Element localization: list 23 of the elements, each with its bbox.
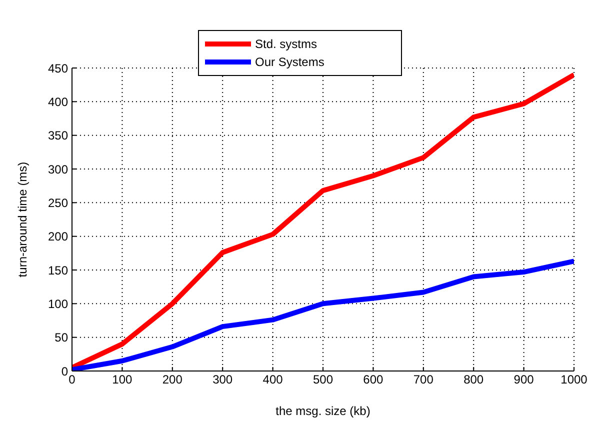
x-tick-label: 800: [464, 372, 484, 387]
legend-label: Our Systems: [255, 54, 324, 71]
y-tick-label: 50: [54, 330, 68, 345]
y-tick-label: 250: [48, 196, 68, 210]
x-tick-label: 500: [312, 372, 334, 387]
y-tick-label: 300: [48, 162, 68, 176]
x-tick-label: 1000: [560, 372, 588, 387]
x-tick-label: 200: [162, 372, 183, 387]
x-tick-label: 300: [212, 372, 233, 387]
x-tick-label: 100: [112, 372, 133, 387]
y-tick-label: 150: [48, 263, 68, 278]
y-tick-label: 100: [48, 296, 68, 311]
legend-label: Std. systms: [255, 36, 318, 53]
y-axis-title: turn-around time (ms): [15, 162, 30, 278]
x-axis-title: the msg. size (kb): [276, 404, 370, 418]
y-tick-label: 200: [48, 230, 68, 244]
x-tick-label: 700: [413, 372, 434, 387]
x-tick-label: 600: [363, 372, 384, 387]
x-tick-label: 900: [514, 372, 534, 387]
y-tick-label: 350: [48, 128, 68, 143]
x-tick-label: 400: [262, 372, 284, 387]
y-tick-label: 450: [48, 61, 68, 76]
y-tick-label: 400: [48, 94, 68, 109]
